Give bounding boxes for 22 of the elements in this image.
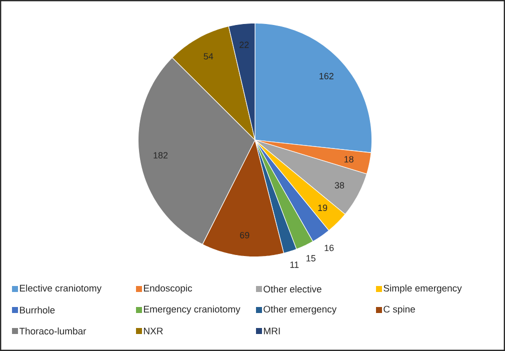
data-label: 69 bbox=[240, 232, 250, 238]
legend-label: Simple emergency bbox=[384, 284, 462, 294]
data-label: 162 bbox=[320, 72, 334, 80]
legend-label: NXR bbox=[144, 328, 163, 334]
legend-label: Burrhole bbox=[20, 306, 55, 314]
data-label: 15 bbox=[306, 255, 316, 262]
legend-label: MRI bbox=[264, 328, 280, 334]
legend-label: Other elective bbox=[264, 286, 322, 292]
legend-label: C spine bbox=[384, 306, 415, 314]
data-label: 22 bbox=[240, 42, 249, 48]
data-label: 19 bbox=[318, 204, 328, 212]
data-label: 38 bbox=[334, 182, 344, 189]
data-label: 54 bbox=[204, 53, 214, 60]
legend-label: Endoscopic bbox=[144, 284, 192, 294]
legend-label: Other emergency bbox=[264, 306, 337, 314]
data-label: 182 bbox=[154, 152, 168, 158]
legend-label: Emergency craniotomy bbox=[144, 306, 240, 314]
legend-label: Elective craniotomy bbox=[20, 284, 102, 294]
legend-label: Thoraco-lumbar bbox=[19, 328, 86, 334]
data-label: 11 bbox=[290, 262, 299, 268]
data-label: 18 bbox=[344, 156, 354, 162]
data-label: 16 bbox=[324, 244, 334, 252]
